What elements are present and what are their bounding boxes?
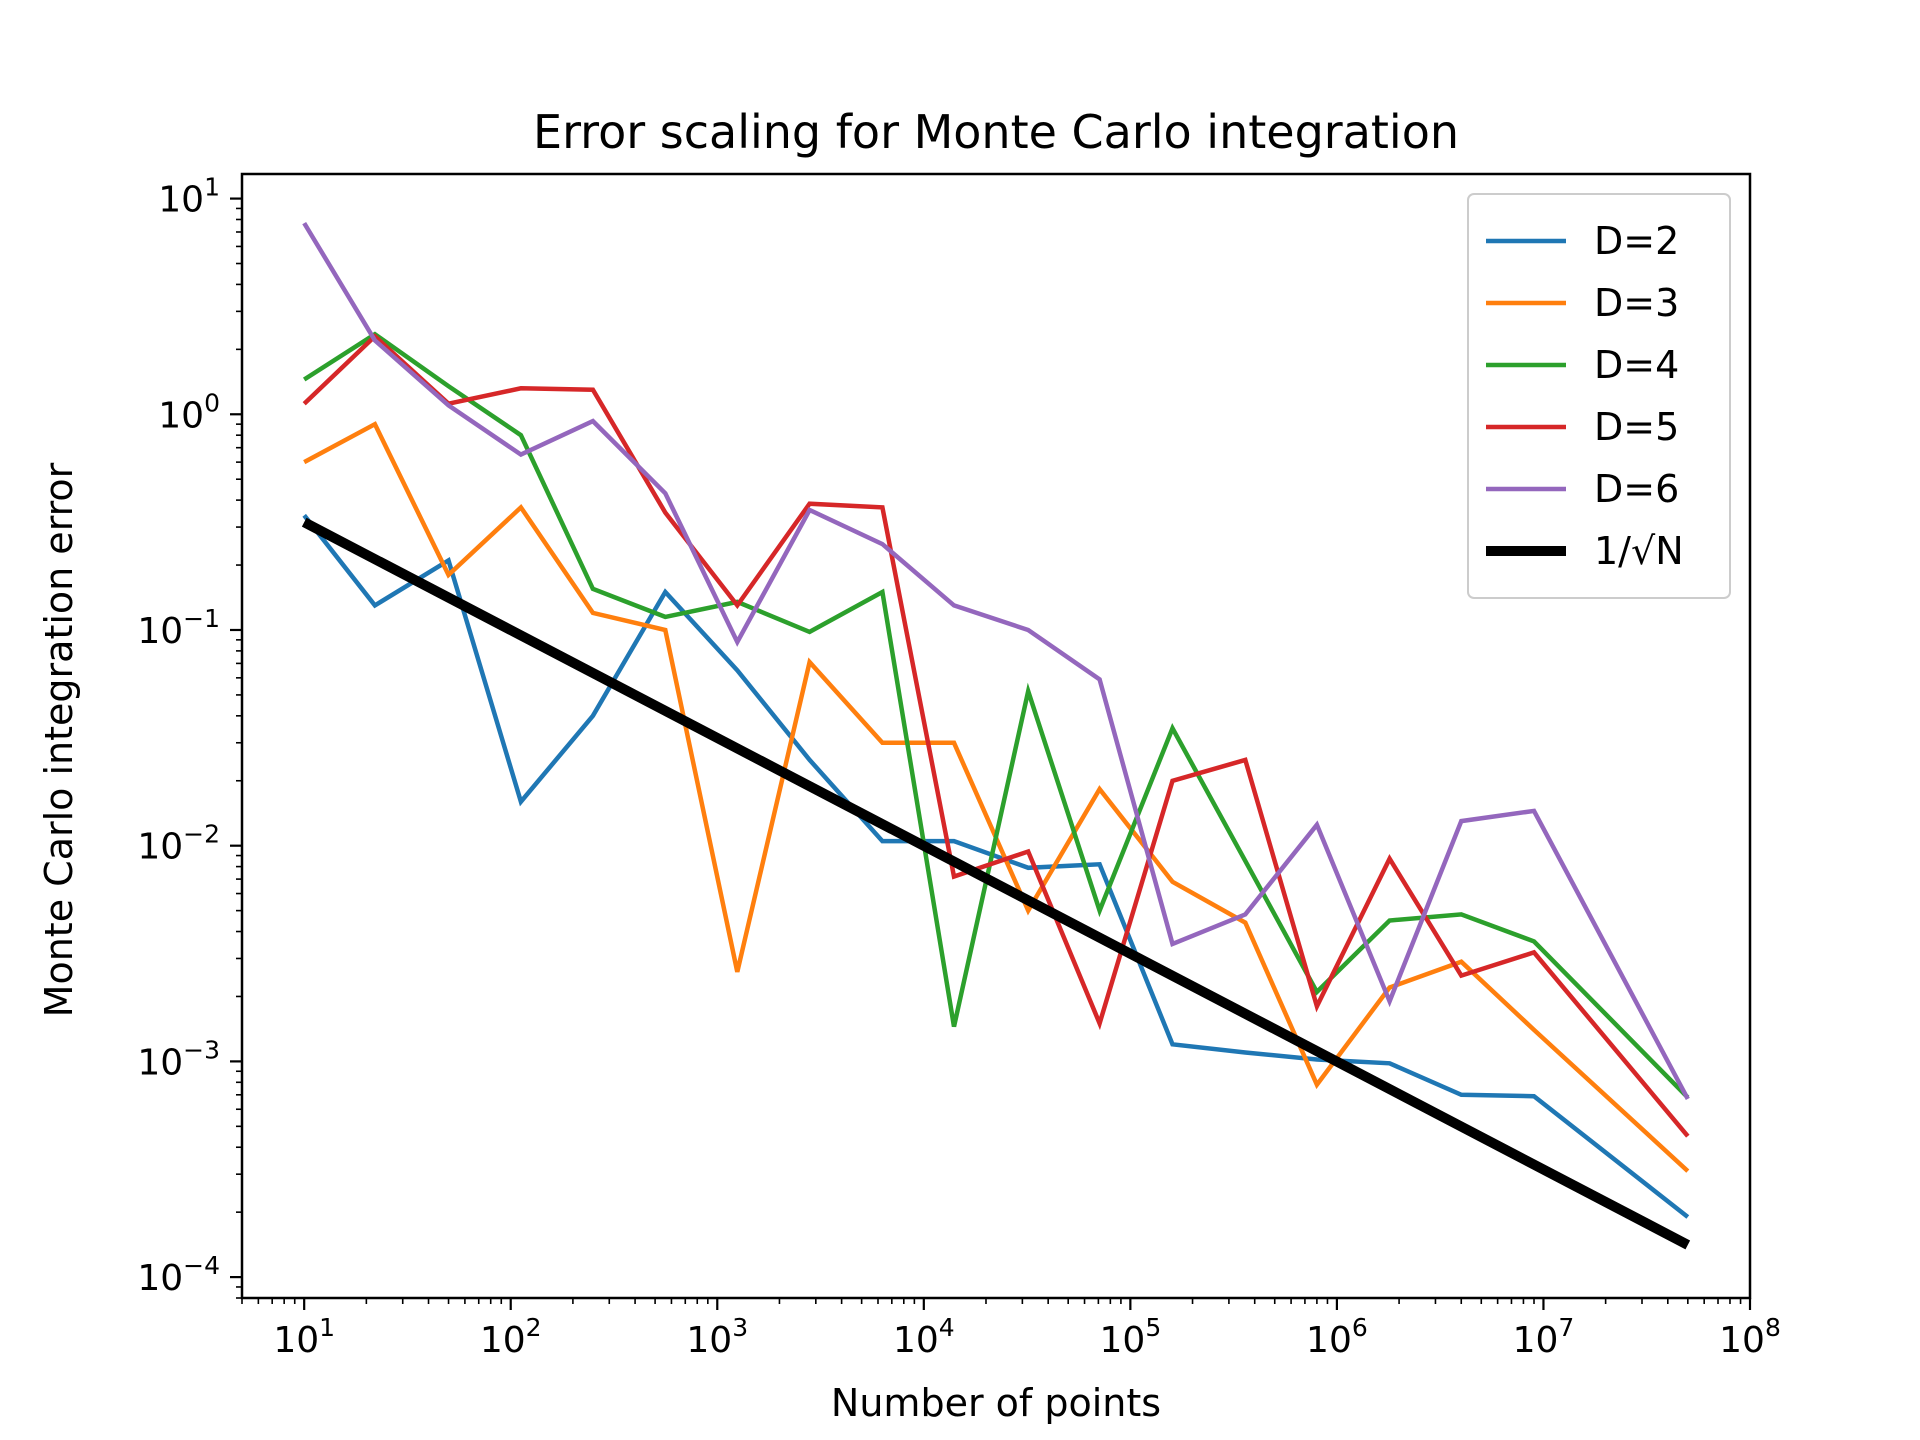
chart-title: Error scaling for Monte Carlo integratio… <box>533 105 1459 159</box>
tick-exponent: 5 <box>1145 1313 1161 1342</box>
tick-exponent: −2 <box>183 820 220 849</box>
tick-base: 10 <box>1306 1320 1352 1361</box>
legend-label: D=2 <box>1594 219 1679 263</box>
plot-area-frame <box>240 172 1752 1300</box>
series-line-d-6 <box>302 221 1690 1100</box>
tick-label: 101 <box>273 1313 335 1361</box>
tick-exponent: 1 <box>204 173 220 202</box>
tick-label: 105 <box>1100 1313 1162 1361</box>
x-axis-label: Number of points <box>831 1381 1161 1425</box>
tick-base: 10 <box>137 827 183 868</box>
tick-exponent: −4 <box>183 1251 220 1280</box>
tick-label: 108 <box>1719 1313 1781 1361</box>
y-axis-label: Monte Carlo integration error <box>37 462 81 1017</box>
tick-base: 10 <box>686 1320 732 1361</box>
tick-exponent: 3 <box>732 1313 748 1342</box>
legend-box <box>1467 193 1731 599</box>
tick-label: 10−4 <box>137 1251 220 1299</box>
x-axis: 101 102 103 104 105 106 107 108 <box>241 1298 1781 1361</box>
legend-label: 1/√N <box>1594 529 1684 573</box>
series-line-1-n <box>301 517 1691 1250</box>
tick-base: 10 <box>158 180 204 221</box>
tick-label: 101 <box>158 173 220 221</box>
tick-label: 102 <box>480 1313 542 1361</box>
series-line-d-2 <box>302 513 1690 1219</box>
tick-exponent: 8 <box>1765 1313 1781 1342</box>
series-layer <box>301 221 1691 1250</box>
tick-base: 10 <box>158 395 204 436</box>
legend-label: D=6 <box>1594 467 1679 511</box>
legend-label: D=5 <box>1594 405 1679 449</box>
legend: D=2 D=3 D=4 D=5 D=6 1/√N <box>1467 193 1731 599</box>
tick-label: 107 <box>1513 1313 1575 1361</box>
tick-label: 10−1 <box>137 604 220 652</box>
tick-exponent: 4 <box>939 1313 955 1342</box>
tick-exponent: −1 <box>183 604 220 633</box>
tick-label: 106 <box>1306 1313 1368 1361</box>
series-line-d-3 <box>303 421 1690 1173</box>
tick-base: 10 <box>1719 1320 1765 1361</box>
legend-label: D=3 <box>1594 281 1679 325</box>
tick-label: 100 <box>158 388 220 436</box>
tick-base: 10 <box>137 1042 183 1083</box>
tick-label: 103 <box>686 1313 748 1361</box>
tick-exponent: 7 <box>1558 1313 1574 1342</box>
tick-exponent: 6 <box>1352 1313 1368 1342</box>
tick-label: 10−2 <box>137 820 220 868</box>
tick-base: 10 <box>480 1320 526 1361</box>
tick-base: 10 <box>1100 1320 1146 1361</box>
tick-exponent: 1 <box>319 1313 335 1342</box>
series-line-d-5 <box>302 333 1690 1138</box>
tick-base: 10 <box>273 1320 319 1361</box>
tick-base: 10 <box>137 1258 183 1299</box>
series-line-d-4 <box>302 331 1690 1100</box>
tick-base: 10 <box>137 611 183 652</box>
tick-base: 10 <box>893 1320 939 1361</box>
tick-exponent: −3 <box>183 1035 220 1064</box>
legend-label: D=4 <box>1594 343 1679 387</box>
tick-label: 10−3 <box>137 1035 220 1083</box>
tick-base: 10 <box>1513 1320 1559 1361</box>
tick-label: 104 <box>893 1313 955 1361</box>
tick-exponent: 2 <box>526 1313 542 1342</box>
tick-exponent: 0 <box>204 388 220 417</box>
